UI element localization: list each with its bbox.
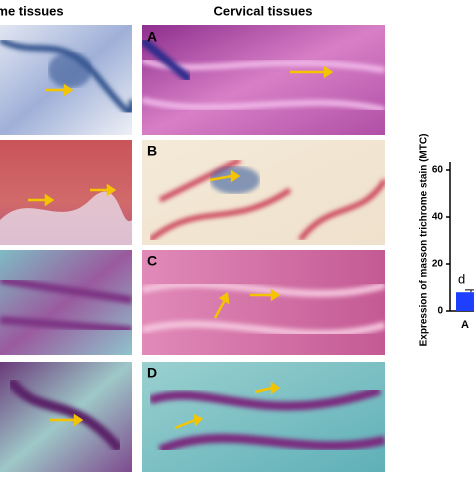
- y-tick-label: 20: [432, 259, 444, 270]
- micrograph-right: [139, 25, 388, 472]
- y-tick-label: 60: [432, 165, 444, 176]
- panel-label: B: [147, 143, 157, 159]
- panel-label: C: [147, 253, 157, 269]
- error-bar: [465, 289, 474, 293]
- bar: [456, 292, 474, 311]
- y-tick-label: 0: [437, 306, 443, 317]
- panel-label: A: [147, 29, 157, 45]
- y-tick-label: 40: [432, 212, 444, 223]
- y-axis-label: Expression of masson trichrome stain (MT…: [419, 134, 430, 347]
- column-header: Cervical tissues: [213, 3, 312, 18]
- arrows: [28, 65, 334, 430]
- significance-label: d: [458, 271, 465, 286]
- panel-label: D: [147, 365, 157, 381]
- micrograph-left: [0, 25, 135, 472]
- x-tick-label: A: [461, 319, 469, 331]
- column-header: me tissues: [0, 3, 64, 18]
